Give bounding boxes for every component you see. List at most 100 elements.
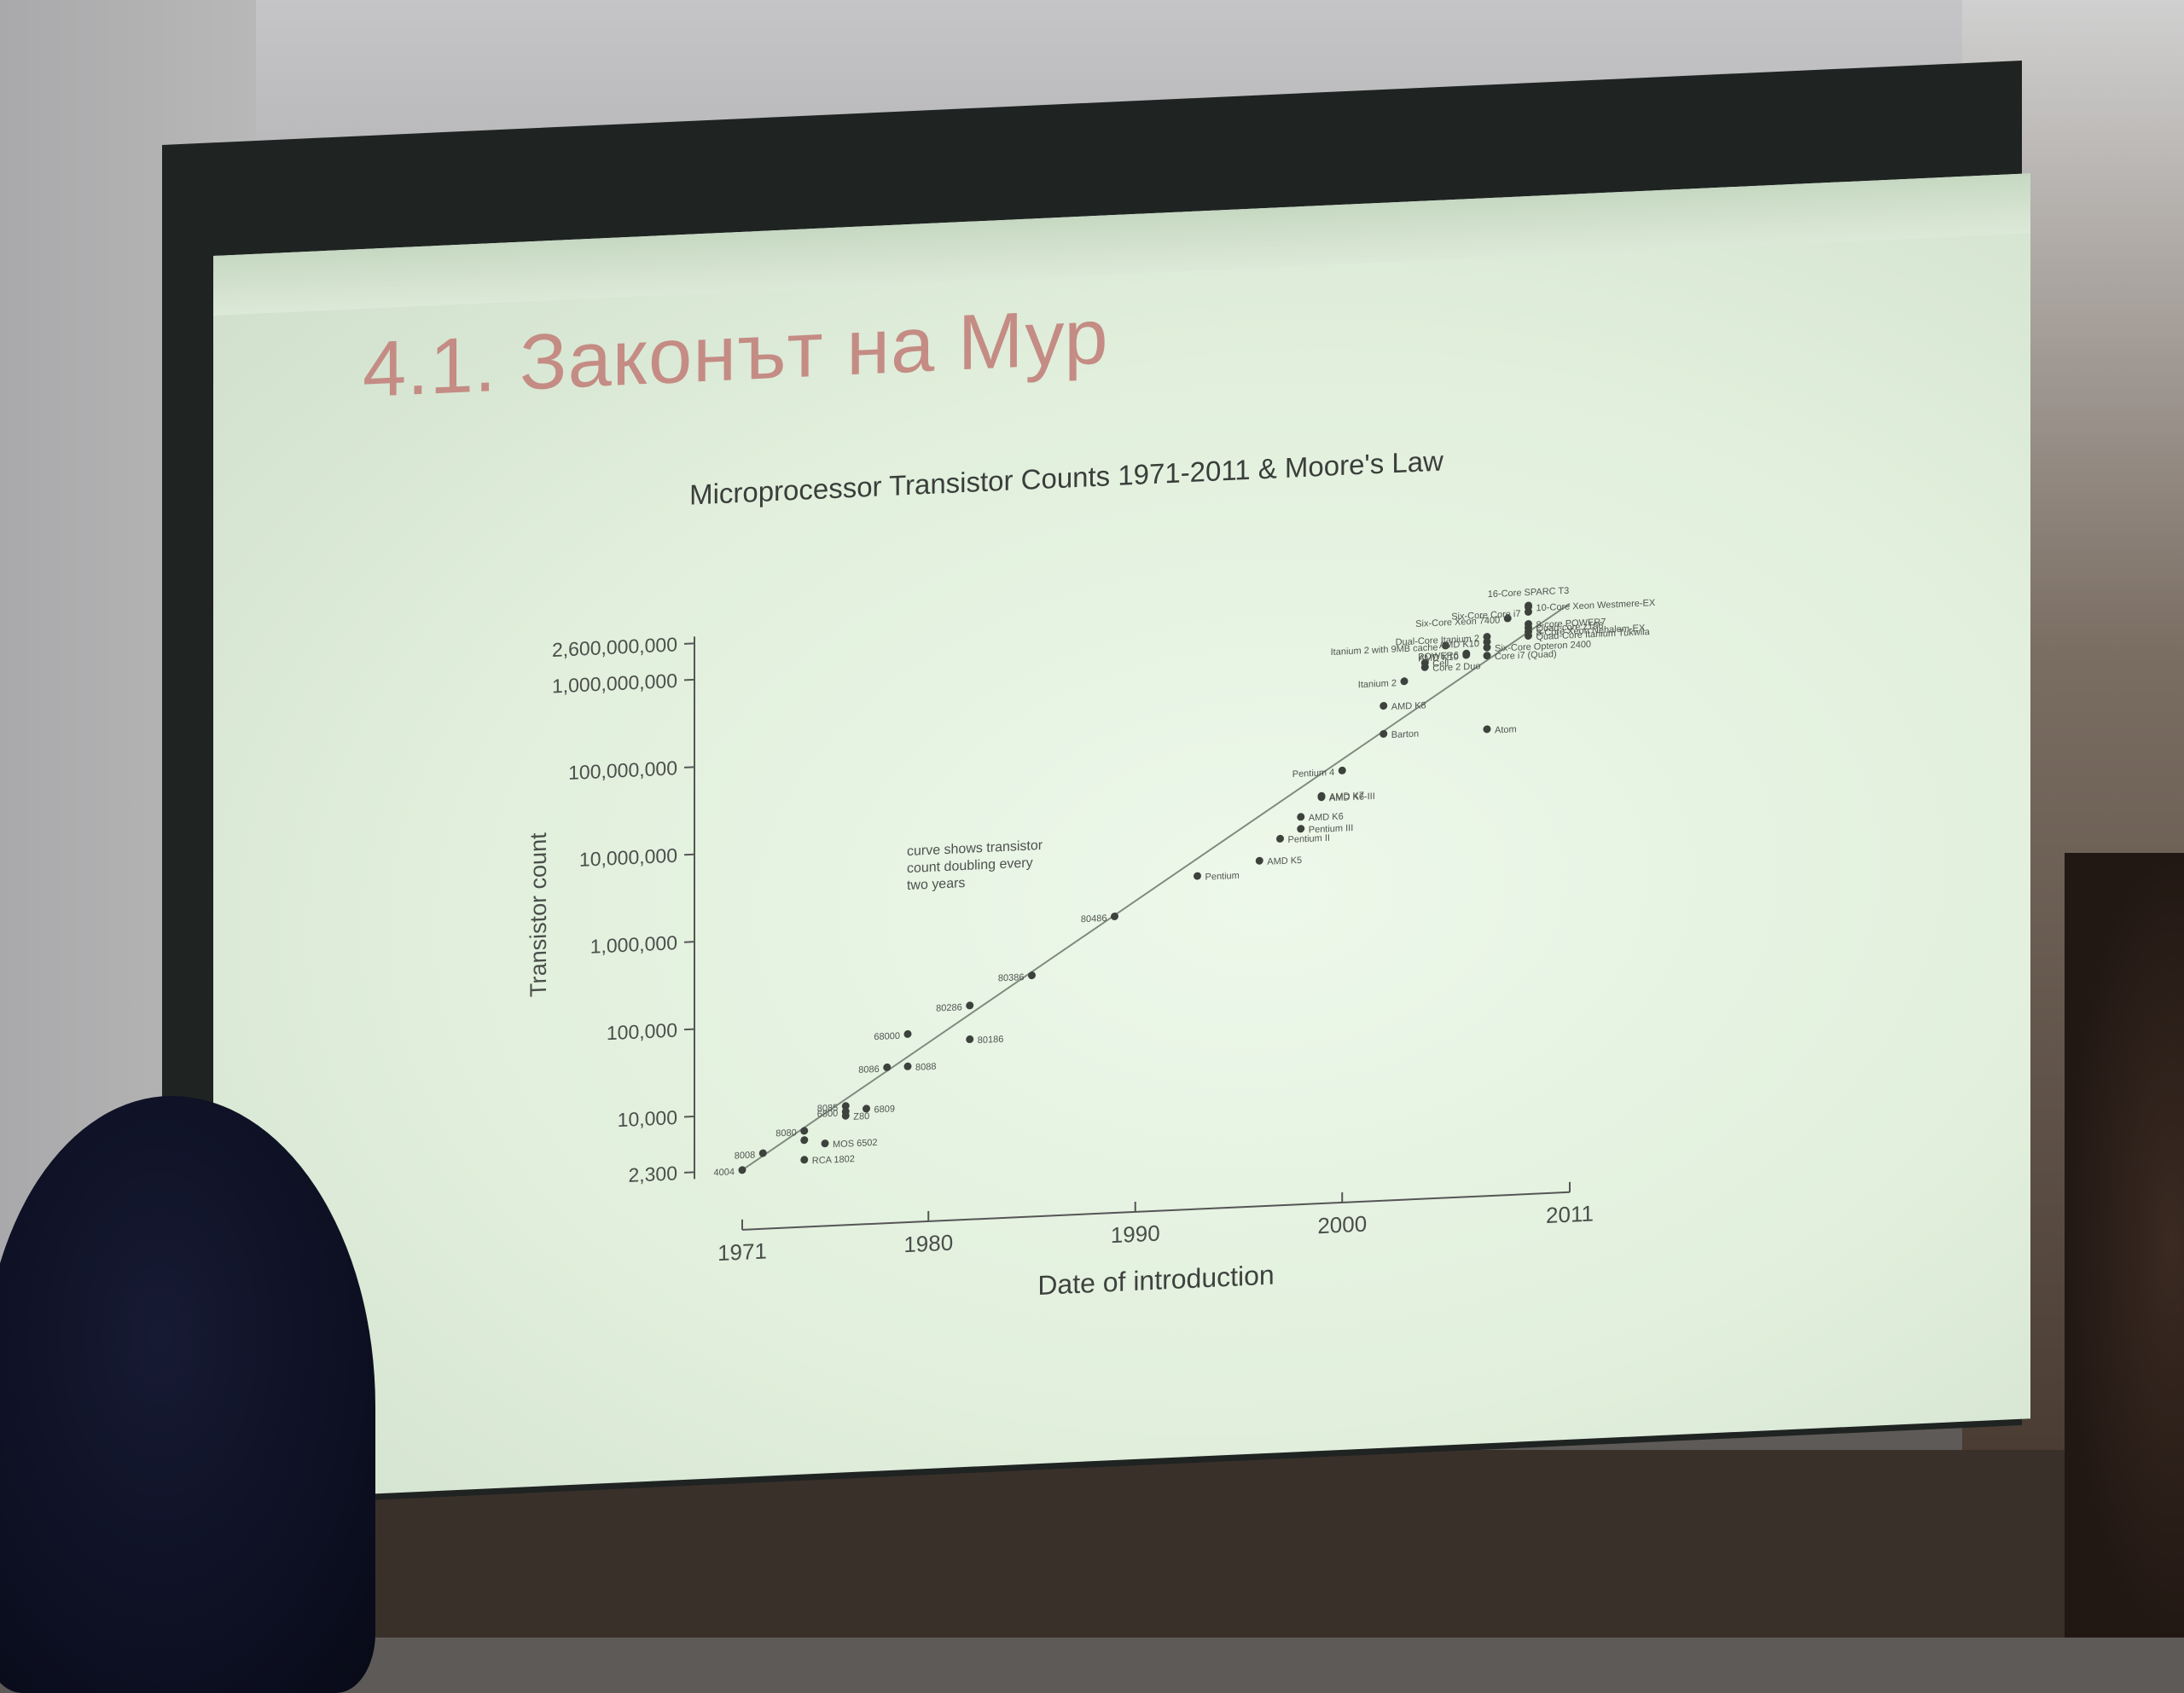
data-point-label: 8086 <box>858 1064 879 1076</box>
data-point <box>1380 702 1388 710</box>
data-point <box>1503 614 1512 623</box>
data-point <box>1255 856 1263 865</box>
data-point-label: Six-Core Core i7 <box>1451 609 1520 623</box>
data-point-label: 8088 <box>915 1062 936 1073</box>
data-point <box>1400 677 1409 686</box>
data-point-label: Core 2 Duo <box>1432 661 1480 674</box>
x-tick-label: 1990 <box>1111 1220 1160 1249</box>
data-point <box>1483 652 1491 660</box>
data-point <box>1525 601 1532 610</box>
data-point <box>1297 813 1305 821</box>
y-tick-mark <box>684 1116 694 1118</box>
data-point <box>1420 658 1429 667</box>
x-tick-label: 1971 <box>717 1238 767 1267</box>
data-point-label: RCA 1802 <box>812 1154 855 1166</box>
y-tick-label: 100,000 <box>607 1019 677 1045</box>
trend-line <box>741 602 1571 1171</box>
data-point-label: Barton <box>1391 729 1419 740</box>
y-tick-label: 1,000,000,000 <box>552 670 677 698</box>
data-point-label: Itanium 2 with 9MB cache <box>1331 642 1438 658</box>
y-tick-mark <box>684 678 694 681</box>
y-tick-label: 1,000,000 <box>590 931 677 958</box>
data-point <box>1462 649 1471 658</box>
data-point <box>1194 872 1201 880</box>
data-point <box>1483 633 1491 641</box>
data-point-label: AMD K10 <box>1439 639 1479 651</box>
data-point-label: Six-Core Xeon 7400 <box>1415 615 1500 629</box>
data-point-label: 8-Core Xeon Nehalem-EX <box>1536 623 1646 639</box>
data-point <box>758 1149 767 1157</box>
y-axis-label: Transistor count <box>526 832 551 997</box>
data-point-label: 8085 <box>817 1103 838 1114</box>
data-point-label: Dual-Core Itanium 2 <box>1396 634 1479 647</box>
trend-annotation: curve shows transistorcount doubling eve… <box>907 838 1043 893</box>
data-point-label: Pentium <box>1205 871 1240 883</box>
data-point <box>1297 825 1305 833</box>
data-point <box>841 1102 850 1110</box>
x-tick-label: 2011 <box>1546 1201 1594 1229</box>
y-tick-label: 2,600,000,000 <box>552 633 677 661</box>
data-point-label: Pentium 4 <box>1292 768 1335 780</box>
chart-title: Microprocessor Transistor Counts 1971-20… <box>689 445 1443 511</box>
data-point-label: AMD K6-III <box>1329 791 1375 803</box>
data-point-label: Atom <box>1495 724 1517 735</box>
y-tick-mark <box>684 1028 694 1031</box>
x-tick-label: 1980 <box>903 1230 953 1258</box>
data-point-label: 80186 <box>978 1035 1004 1046</box>
data-point-label: 6800 <box>817 1109 838 1120</box>
data-point-label: 6809 <box>874 1104 895 1115</box>
data-point-label: Quad-core z196 <box>1536 621 1604 635</box>
data-point-label: AMD K10 <box>1419 652 1459 664</box>
data-point <box>1338 766 1346 774</box>
y-tick-mark <box>684 642 694 645</box>
data-point <box>738 1166 746 1174</box>
annotation-line: count doubling every <box>907 855 1033 876</box>
data-point-label: 80286 <box>936 1002 962 1013</box>
data-point-label: 80486 <box>1081 913 1107 925</box>
data-point-label: 80386 <box>998 972 1025 983</box>
x-axis-ticks: 1971 1980 1990 2000 2011 <box>717 1181 1594 1267</box>
data-point-label: Core i7 (Quad) <box>1495 649 1557 662</box>
data-points: 4004 RCA 1802 8008 MOS 6502 8080 Z80 6800 6809 8… <box>714 586 1656 1179</box>
x-axis-label: Date of introduction <box>1037 1260 1274 1302</box>
data-point-label: MOS 6502 <box>833 1138 878 1150</box>
data-point <box>966 1035 974 1044</box>
data-point <box>1380 729 1388 738</box>
data-point-label: Z80 <box>853 1111 869 1122</box>
data-point <box>903 1029 912 1038</box>
y-tick-label: 10,000,000 <box>579 844 677 871</box>
data-point <box>863 1105 870 1113</box>
data-point-label: AMD K8 <box>1391 700 1426 712</box>
y-tick-label: 2,300 <box>628 1162 677 1186</box>
data-point-label: Six-Core Opteron 2400 <box>1495 640 1591 654</box>
data-point-label: 16-Core SPARC T3 <box>1488 586 1570 600</box>
data-point-label: Pentium III <box>1309 823 1354 835</box>
data-point-label: AMD K6 <box>1309 812 1344 824</box>
x-axis-line <box>742 1191 1570 1231</box>
data-point <box>966 1001 974 1010</box>
data-point-label: 4004 <box>714 1167 735 1178</box>
data-point <box>1525 620 1532 629</box>
data-point-label: 68000 <box>874 1031 900 1042</box>
y-tick-label: 100,000,000 <box>568 757 677 784</box>
data-point-label: Cell <box>1432 658 1449 670</box>
data-point <box>903 1062 912 1070</box>
data-point <box>800 1127 809 1135</box>
data-point-label: 10-Core Xeon Westmere-EX <box>1536 598 1656 613</box>
data-point <box>1317 791 1326 800</box>
data-point <box>1483 643 1491 652</box>
data-point-label: 8080 <box>775 1128 796 1139</box>
data-point <box>1111 912 1118 920</box>
data-point-label: AMD K5 <box>1267 855 1302 867</box>
data-point-label: Itanium 2 <box>1358 678 1397 690</box>
data-point-label: 8008 <box>735 1150 755 1161</box>
projected-slide: 4.1. Законът на Мур Microprocessor Trans… <box>213 173 2030 1502</box>
x-tick-label: 2000 <box>1317 1211 1367 1239</box>
data-point-label: 8-core POWER7 <box>1536 617 1606 630</box>
y-tick-label: 10,000 <box>618 1106 677 1131</box>
y-tick-mark <box>684 766 694 768</box>
audience-head-silhouette <box>0 1096 375 1693</box>
data-point-label: Pentium II <box>1288 833 1331 845</box>
data-point <box>821 1139 829 1148</box>
y-tick-mark <box>684 1171 694 1174</box>
